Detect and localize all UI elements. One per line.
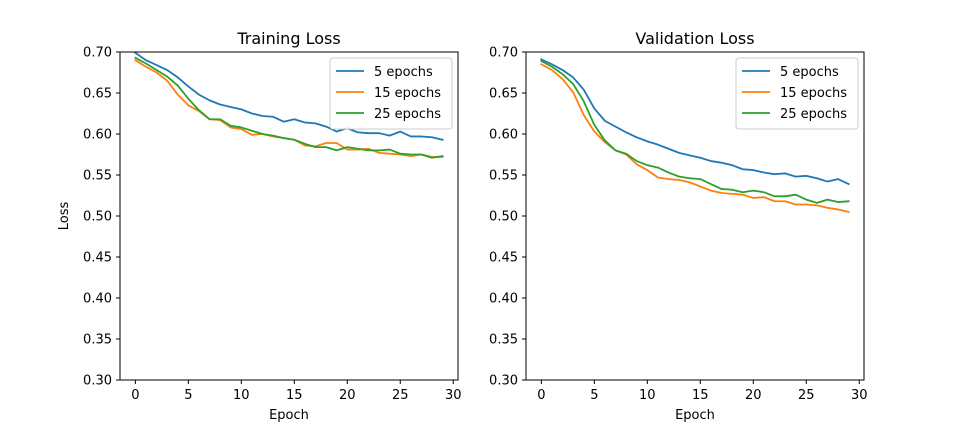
training-y-tick-label: 0.50 (83, 210, 112, 225)
validation-legend: 5 epochs 15 epochs 25 epochs (735, 57, 859, 130)
training-series-line-1 (134, 51, 444, 141)
validation-legend-label: 15 epochs (780, 86, 847, 101)
validation-x-tick-label: 0 (537, 388, 545, 403)
training-y-axis-label: Loss (57, 202, 72, 231)
validation-x-axis-label: Epoch (675, 408, 715, 423)
validation-loss-panel: 0 5 10 15 20 25 30 0.30 0.35 0.40 0.45 0.50 0.55 0.60… (489, 29, 867, 423)
training-y-tick-label: 0.70 (83, 46, 112, 61)
validation-x-tick-label: 25 (798, 388, 815, 403)
training-x-tick-label: 30 (445, 388, 462, 403)
validation-legend-box (735, 57, 859, 130)
training-x-tick-label: 10 (233, 388, 250, 403)
training-chart-title: Training Loss (236, 29, 340, 48)
training-y-tick-label: 0.55 (83, 169, 112, 184)
validation-y-tick-label: 0.65 (489, 87, 518, 102)
training-x-tick-label: 20 (339, 388, 356, 403)
validation-x-tick-label: 5 (590, 388, 598, 403)
validation-y-tick-label: 0.60 (489, 128, 518, 143)
training-y-tick-label: 0.45 (83, 251, 112, 266)
validation-x-tick-label: 15 (692, 388, 709, 403)
validation-x-tick-label: 20 (745, 388, 762, 403)
validation-legend-label: 25 epochs (780, 107, 847, 122)
training-x-axis-label: Epoch (269, 408, 309, 423)
training-x-tick-label: 5 (184, 388, 192, 403)
training-legend-label: 15 epochs (374, 86, 441, 101)
training-y-tick-label: 0.60 (83, 128, 112, 143)
validation-y-tick-label: 0.30 (489, 374, 518, 389)
validation-y-tick-label: 0.45 (489, 251, 518, 266)
training-legend: 5 epochs 15 epochs 25 epochs (329, 57, 453, 130)
validation-series-line-1 (540, 58, 850, 186)
training-loss-panel: 0 5 10 15 20 25 30 0.30 0.35 0.40 0.45 0.50 0.55 0.60… (57, 29, 462, 423)
validation-series-line-2 (540, 63, 850, 213)
validation-y-tick-label: 0.40 (489, 292, 518, 307)
validation-y-tick-label: 0.55 (489, 169, 518, 184)
training-legend-box (329, 57, 453, 130)
training-x-tick-label: 0 (131, 388, 139, 403)
training-y-tick-label: 0.30 (83, 374, 112, 389)
training-y-tick-label: 0.40 (83, 292, 112, 307)
training-x-tick-label: 25 (392, 388, 409, 403)
validation-legend-label: 5 epochs (780, 65, 839, 80)
training-x-tick-label: 15 (286, 388, 303, 403)
validation-series-line-3 (540, 59, 850, 204)
validation-chart-title: Validation Loss (635, 29, 754, 48)
training-y-tick-label: 0.65 (83, 87, 112, 102)
training-y-tick-label: 0.35 (83, 333, 112, 348)
training-series-line-3 (134, 56, 444, 159)
validation-y-tick-label: 0.35 (489, 333, 518, 348)
validation-y-tick-label: 0.50 (489, 210, 518, 225)
validation-y-tick-label: 0.70 (489, 46, 518, 61)
validation-x-tick-label: 30 (851, 388, 868, 403)
training-legend-label: 5 epochs (374, 65, 433, 80)
training-legend-label: 25 epochs (374, 107, 441, 122)
validation-x-tick-label: 10 (639, 388, 656, 403)
